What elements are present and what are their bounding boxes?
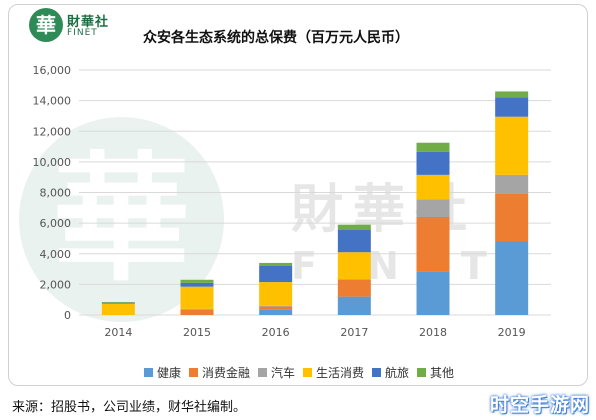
bar-segment (337, 279, 371, 297)
watermark-mark: 華 (52, 139, 191, 300)
bar-segment (337, 296, 371, 315)
legend-label: 其他 (430, 366, 455, 380)
legend-label: 汽车 (270, 366, 295, 380)
y-tick-label: 0 (64, 309, 71, 322)
legend-label: 消费金融 (201, 366, 250, 380)
bar-segment (101, 303, 135, 315)
legend-item: 航旅 (372, 364, 409, 381)
watermark-logo-circle: 華 (19, 117, 224, 322)
legend-item: 汽车 (257, 364, 295, 381)
y-tick-label: 14,000 (33, 95, 72, 108)
legend-item: 生活消费 (303, 364, 364, 381)
y-tick-label: 10,000 (33, 156, 72, 169)
chart-card: 華 財華社 FINET 華 財華社 FINET 众安各生态系统的总保费（百万元人… (8, 4, 588, 386)
x-tick-label: 2017 (340, 326, 368, 339)
axes: 0 2,000 4,000 6,000 8,000 10,000 12,000 14,000 1… (33, 64, 526, 339)
bar-segment (495, 193, 529, 242)
bar-segment (416, 199, 450, 217)
legend-label: 生活消费 (316, 366, 365, 380)
bar-segment (259, 262, 293, 266)
bar-segment (416, 142, 450, 152)
bar-segment (180, 286, 214, 309)
logo-mark: 華 (29, 8, 63, 42)
watermark-name-en: FINET (291, 244, 505, 288)
chart-legend: 健康 消费金融 汽车 生活消费 航旅 其他 (9, 364, 587, 381)
bar-segment (416, 271, 450, 315)
x-tick-label: 2019 (498, 326, 526, 339)
finet-logo: 華 財華社 FINET (29, 8, 149, 46)
bar-segment (495, 174, 529, 194)
bar-segment (337, 224, 371, 231)
logo-name-cn: 財華社 (67, 15, 110, 30)
bar-segment (259, 305, 293, 307)
bar-segment (495, 116, 529, 175)
x-tick-label: 2016 (262, 326, 290, 339)
bar-segment (337, 230, 371, 253)
legend-swatch (188, 368, 198, 377)
logo-name-en: FINET (67, 28, 98, 38)
bar-segment (101, 302, 135, 304)
bar-segment (180, 282, 214, 287)
legend-item: 消费金融 (188, 364, 250, 381)
y-tick-label: 12,000 (33, 125, 72, 138)
y-tick-label: 2,000 (40, 278, 72, 291)
bar-segment (416, 174, 450, 200)
site-brand-watermark: 时空手游网 (489, 394, 590, 416)
bar-segment (495, 97, 529, 117)
stacked-bar-chart: 0 2,000 4,000 6,000 8,000 10,000 12,000 14,000 1… (33, 64, 551, 339)
bar-segment (337, 279, 371, 280)
bar-segment (495, 241, 529, 315)
y-tick-label: 16,000 (33, 64, 72, 77)
legend-swatch (303, 368, 312, 377)
source-note: 来源：招股书，公司业绩，财华社编制。 (12, 400, 247, 415)
bar-segment (259, 309, 293, 315)
legend-item: 健康 (143, 364, 181, 381)
bar-segment (495, 91, 529, 98)
bars (101, 91, 529, 315)
legend-label: 健康 (156, 366, 181, 380)
x-tick-label: 2014 (104, 326, 132, 339)
legend-item: 其他 (417, 364, 454, 381)
bar-segment (180, 279, 214, 283)
bar-segment (180, 308, 214, 310)
bar-segment (101, 301, 135, 303)
y-tick-label: 6,000 (40, 217, 72, 230)
x-tick-label: 2018 (419, 326, 447, 339)
chart-title: 众安各生态系统的总保费（百万元人民币） (143, 30, 409, 46)
bar-segment (416, 217, 450, 272)
legend-label: 航旅 (385, 366, 410, 380)
grid-lines (79, 69, 551, 316)
y-tick-label: 8,000 (40, 187, 72, 200)
bar-segment (259, 306, 293, 310)
bar-segment (416, 151, 450, 175)
x-tick-label: 2015 (183, 326, 211, 339)
bar-segment (259, 282, 293, 306)
bar-segment (337, 252, 371, 280)
y-tick-label: 4,000 (40, 248, 72, 261)
legend-swatch (417, 368, 427, 377)
bar-segment (259, 266, 293, 283)
legend-swatch (257, 368, 267, 377)
legend-swatch (143, 368, 153, 377)
legend-swatch (372, 368, 382, 377)
bar-segment (180, 309, 214, 315)
